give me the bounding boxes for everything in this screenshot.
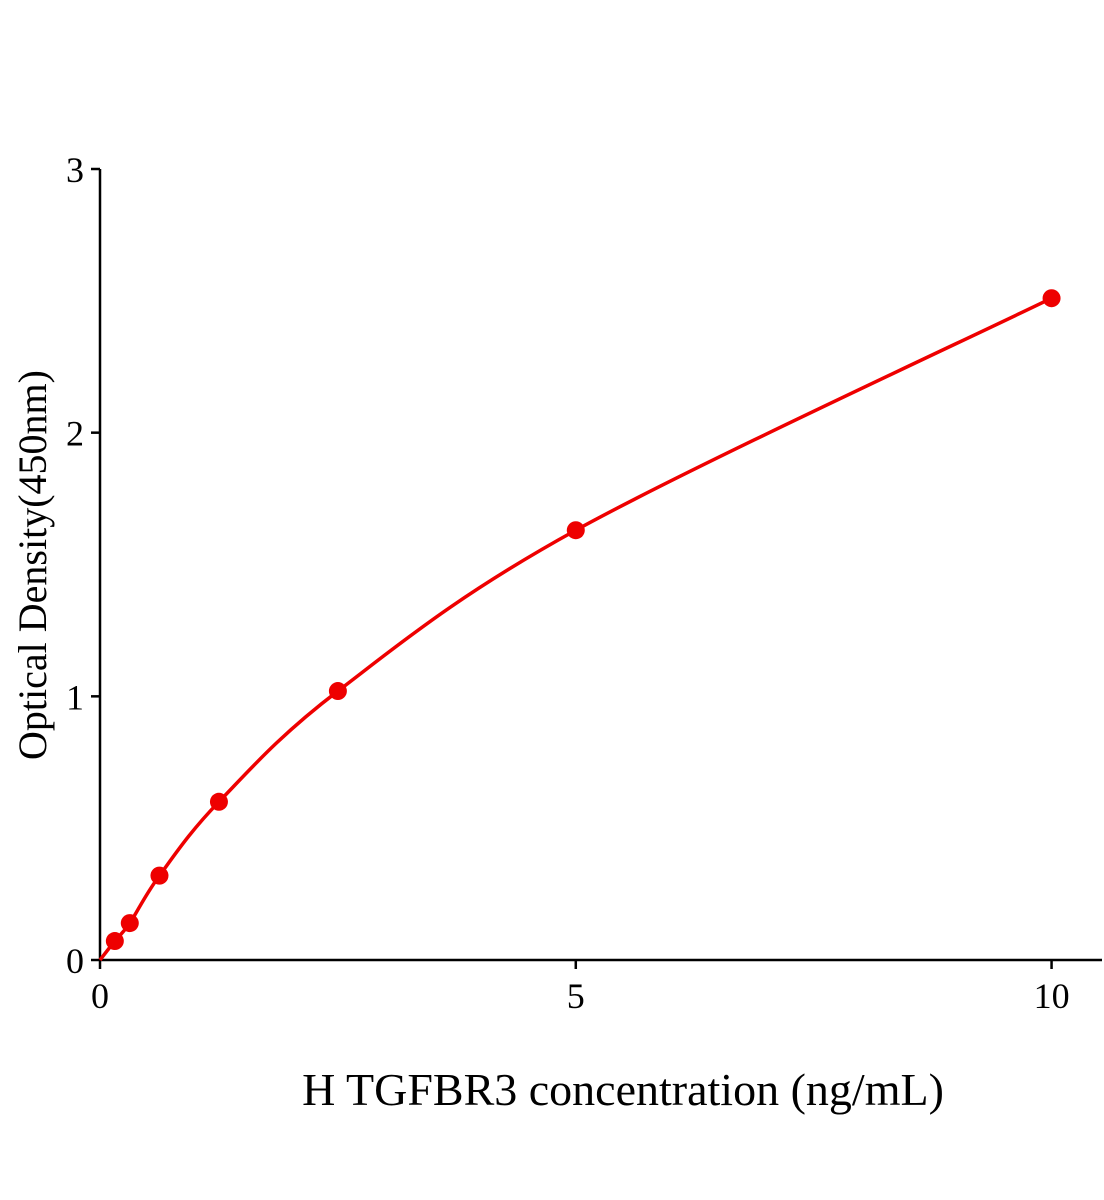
- y-tick-label: 1: [66, 677, 84, 717]
- x-tick-label: 5: [567, 976, 585, 1016]
- data-point: [566, 521, 585, 540]
- data-point: [1042, 289, 1061, 308]
- fit-curve: [113, 296, 1053, 943]
- x-axis-label: H TGFBR3 concentration (ng/mL): [302, 1064, 944, 1115]
- data-point: [120, 914, 139, 933]
- data-point: [209, 792, 228, 811]
- x-tick-label: 0: [91, 976, 109, 1016]
- y-axis-label: Optical Density(450nm): [10, 370, 55, 760]
- data-point: [150, 866, 169, 885]
- y-tick-label: 2: [66, 414, 84, 454]
- y-tick-label: 3: [66, 150, 84, 190]
- x-tick-label: 10: [1034, 976, 1070, 1016]
- y-tick-label: 0: [66, 941, 84, 981]
- data-point: [105, 932, 124, 951]
- data-point: [328, 682, 347, 701]
